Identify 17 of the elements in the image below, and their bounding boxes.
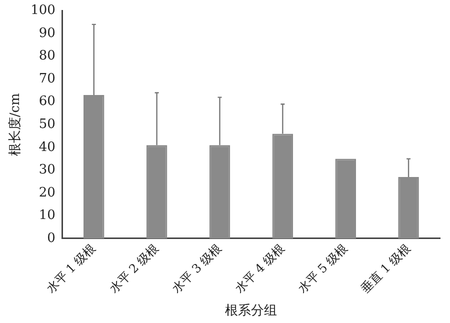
- y-tick-label: 70: [38, 71, 56, 86]
- y-tick-label: 80: [38, 48, 56, 64]
- y-tick-label: 30: [38, 162, 56, 178]
- y-tick-label: 90: [38, 26, 56, 41]
- x-tick-label: 水平 3 级根: [169, 241, 224, 296]
- y-tick-label: 20: [38, 185, 56, 200]
- y-tick-label: 100: [30, 3, 56, 18]
- y-tick-label: 50: [38, 117, 56, 132]
- y-axis-title: 根长度/cm: [7, 93, 24, 156]
- x-axis-title: 根系分组: [225, 304, 278, 319]
- y-tick-label: 10: [38, 208, 56, 224]
- x-tick-label: 水平 4 级根: [232, 241, 288, 296]
- x-tick-label: 垂直 1 级根: [358, 241, 413, 296]
- y-tick-label: 40: [38, 140, 56, 155]
- x-tick-label: 水平 2 级根: [106, 241, 162, 296]
- y-tick-label: 60: [38, 94, 56, 110]
- x-tick-label: 水平 5 级根: [295, 241, 350, 296]
